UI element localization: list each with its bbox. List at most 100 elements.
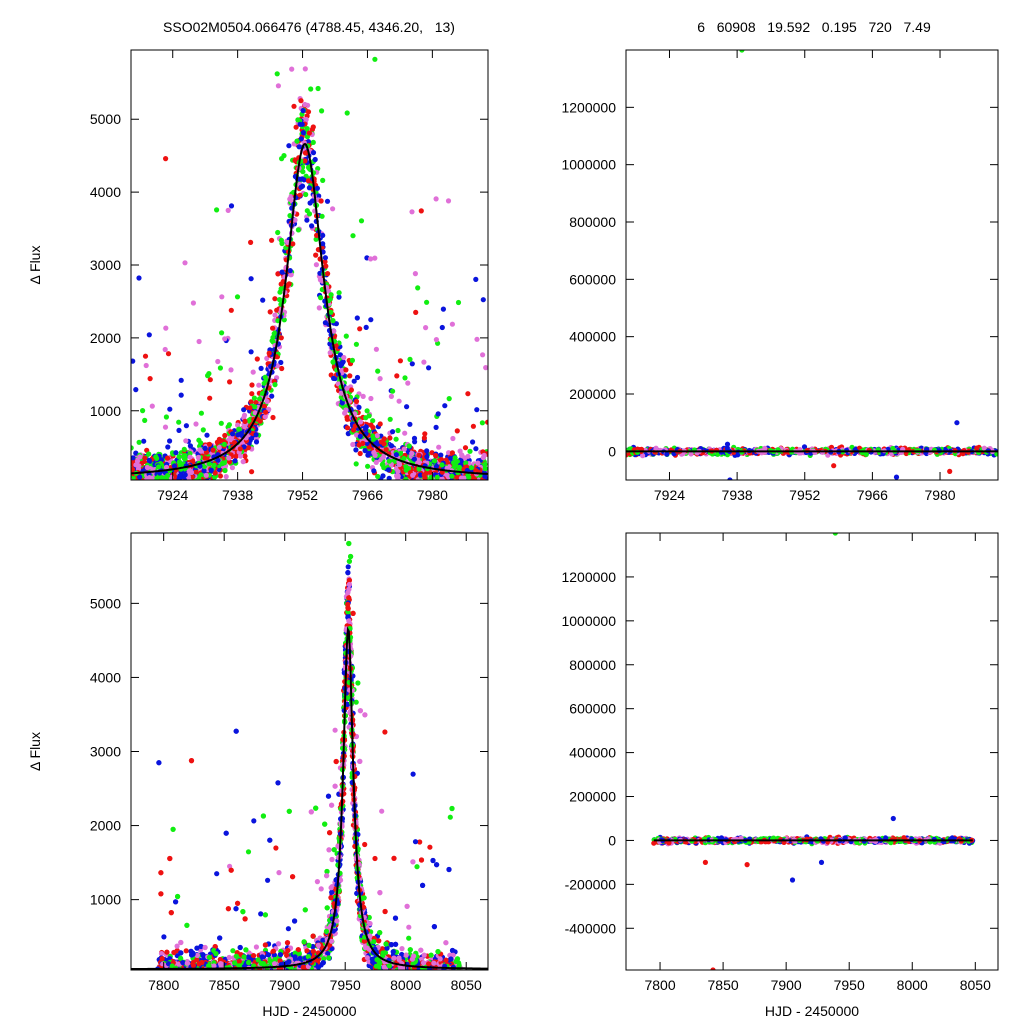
data-point-red: [249, 469, 255, 475]
data-point-blue: [363, 324, 369, 330]
panel-top-right: 7924 7938 7952 7966 798002000004000006000008…: [561, 49, 999, 503]
data-point-red: [383, 446, 389, 453]
data-point-green: [196, 437, 202, 443]
data-point-red: [472, 476, 478, 480]
data-point-green: [211, 462, 217, 468]
data-point-pink: [196, 338, 202, 345]
data-point-blue: [258, 365, 264, 371]
data-point-red: [416, 452, 422, 458]
data-point-red: [344, 414, 350, 420]
x-tick-label: 7938: [722, 487, 753, 503]
data-point-blue: [354, 374, 361, 381]
data-point-red: [387, 435, 393, 441]
data-point-blue: [331, 375, 337, 381]
data-point-green: [198, 472, 204, 478]
data-point-pink: [688, 451, 694, 457]
data-point-blue: [215, 457, 221, 463]
data-point-red: [212, 470, 218, 476]
data-point-red: [323, 263, 329, 269]
data-point-green: [287, 213, 293, 219]
data-point-blue: [353, 447, 359, 453]
data-point-pink: [474, 336, 480, 342]
data-point-red: [626, 452, 629, 458]
data-point-red: [302, 150, 309, 156]
data-point-pink: [240, 459, 246, 465]
data-point-red: [261, 403, 268, 409]
data-point-red: [142, 353, 149, 359]
data-point-blue: [230, 431, 236, 437]
data-point-pink: [358, 419, 364, 425]
data-point-blue: [187, 443, 193, 449]
data-point-red: [203, 449, 210, 455]
y-axis-label: Δ Flux: [27, 246, 43, 285]
data-point-red: [237, 446, 243, 452]
data-point-blue: [201, 468, 207, 474]
data-point-green: [136, 439, 142, 445]
data-point-pink: [341, 354, 347, 361]
model-curve: [131, 142, 488, 475]
data-point-pink: [195, 454, 201, 460]
data-point-pink: [412, 271, 418, 277]
data-point-blue: [435, 411, 441, 417]
data-point-green: [387, 416, 393, 422]
data-point-red: [227, 379, 233, 385]
data-point-red: [207, 377, 213, 383]
data-point-pink: [423, 325, 429, 331]
data-point-pink: [187, 454, 193, 460]
data-point-blue: [724, 441, 731, 447]
data-point-green: [272, 382, 278, 388]
data-point-blue: [133, 387, 139, 393]
data-point-blue: [176, 427, 182, 433]
data-point-pink: [475, 460, 481, 466]
data-point-green: [375, 473, 381, 480]
data-point-blue: [480, 297, 486, 303]
data-point-pink: [465, 453, 471, 459]
y-tick-label: 0: [608, 443, 616, 459]
data-point-red: [275, 271, 281, 277]
data-point-blue: [411, 435, 418, 441]
data-point-red: [343, 367, 349, 373]
data-point-green: [402, 375, 408, 381]
data-point-blue: [298, 136, 304, 142]
data-point-blue: [375, 441, 381, 447]
data-point-blue: [232, 458, 238, 464]
data-point-red: [353, 398, 360, 404]
data-point-red: [292, 157, 298, 164]
data-point-pink: [343, 407, 349, 413]
data-point-pink: [396, 398, 402, 404]
data-point-red: [485, 419, 488, 425]
data-point-red: [397, 358, 403, 364]
data-point-red: [357, 326, 363, 332]
data-point-pink: [250, 369, 256, 375]
data-point-pink: [360, 393, 366, 399]
x-tick-label: 7966: [352, 487, 383, 503]
data-point-blue: [183, 423, 189, 429]
data-point-red: [210, 447, 216, 453]
data-point-red: [454, 428, 460, 434]
data-point-red: [381, 441, 387, 447]
data-point-pink: [190, 300, 196, 306]
y-tick-label: 1200000: [561, 99, 616, 115]
data-point-pink: [372, 452, 378, 458]
data-point-red: [462, 445, 469, 451]
data-point-green: [146, 451, 152, 457]
data-point-green: [346, 509, 351, 514]
data-point-pink: [331, 328, 337, 334]
data-point-red: [245, 445, 251, 451]
data-point-green: [279, 156, 285, 162]
data-point-red: [165, 351, 172, 357]
data-point-green: [176, 419, 182, 425]
data-point-red: [214, 439, 220, 445]
data-point-green: [200, 427, 206, 433]
data-point-pink: [137, 454, 143, 460]
data-points: [131, 56, 488, 480]
data-point-pink: [316, 305, 322, 311]
data-point-green: [401, 455, 407, 461]
data-point-pink: [238, 453, 244, 459]
data-point-pink: [439, 476, 445, 480]
data-point-blue: [390, 429, 396, 435]
data-point-pink: [402, 430, 408, 436]
data-point-blue: [204, 432, 210, 438]
data-point-red: [368, 422, 374, 428]
data-point-red: [418, 208, 424, 214]
